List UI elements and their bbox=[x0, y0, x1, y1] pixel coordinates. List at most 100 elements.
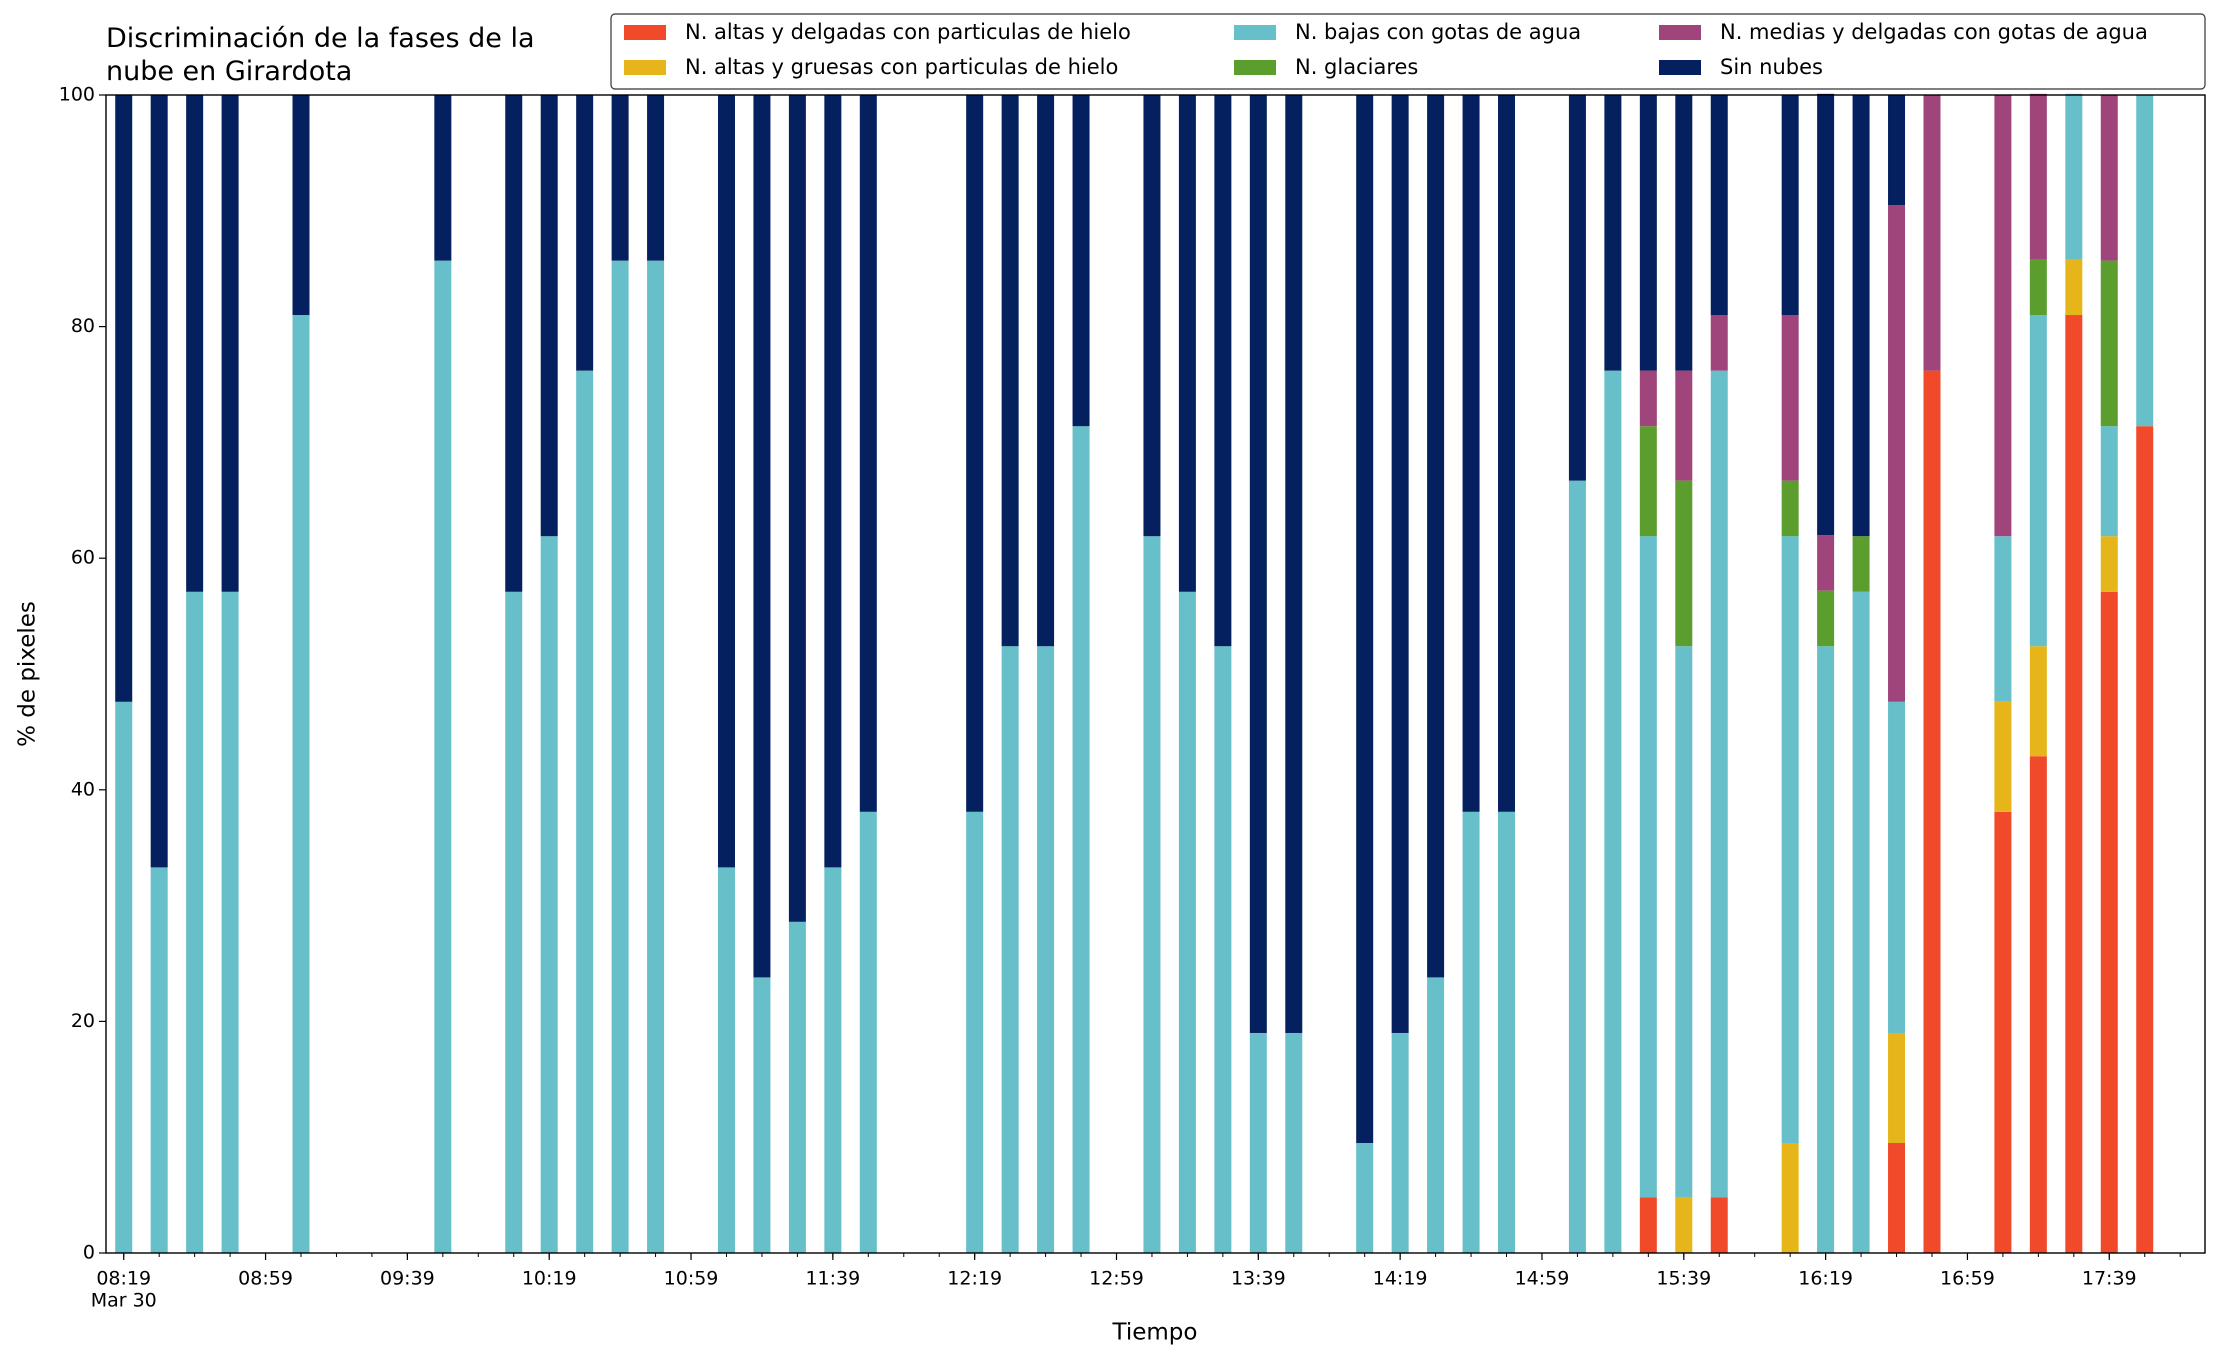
bar-segment bbox=[2100, 591, 2118, 1253]
bar-segment bbox=[1888, 701, 1906, 1033]
y-tick-label: 100 bbox=[59, 84, 95, 106]
bar-segment bbox=[1356, 1142, 1374, 1253]
bar-segment bbox=[540, 95, 558, 537]
x-tick-label: 16:19 bbox=[1798, 1268, 1853, 1290]
bar-segment bbox=[1639, 370, 1657, 427]
bar-segment bbox=[2100, 95, 2118, 261]
bar-segment bbox=[1604, 370, 1622, 1253]
legend: N. altas y delgadas con particulas de hi… bbox=[610, 13, 2206, 90]
bar-segment bbox=[186, 591, 204, 1253]
x-tick-label: 14:19 bbox=[1373, 1268, 1428, 1290]
bar-segment bbox=[824, 867, 842, 1253]
bar-segment bbox=[540, 536, 558, 1253]
bar-segment bbox=[505, 95, 523, 592]
bar-segment bbox=[1675, 1197, 1693, 1253]
legend-label: N. altas y delgadas con particulas de hi… bbox=[685, 20, 1131, 44]
y-tick-label: 80 bbox=[71, 315, 95, 337]
bar-segment bbox=[2100, 426, 2118, 537]
y-tick-label: 0 bbox=[83, 1242, 95, 1264]
bar-segment bbox=[221, 591, 239, 1253]
bar-segment bbox=[1675, 95, 1693, 371]
bar-segment bbox=[1498, 811, 1516, 1253]
bar-segment bbox=[1249, 95, 1267, 1033]
bar-segment bbox=[1391, 95, 1409, 1033]
bar-segment bbox=[1285, 1032, 1303, 1253]
legend-label: Sin nubes bbox=[1720, 55, 1823, 79]
x-tick-label: 15:39 bbox=[1656, 1268, 1711, 1290]
x-tick-label: 08:19 bbox=[96, 1268, 151, 1290]
bar-segment bbox=[1852, 536, 1870, 592]
bar-segment bbox=[1994, 701, 2012, 812]
x-tick-label: 12:19 bbox=[947, 1268, 1002, 1290]
bar-segment bbox=[2029, 756, 2047, 1253]
bar-segment bbox=[2029, 646, 2047, 757]
bar-segment bbox=[717, 867, 735, 1253]
bar-segment bbox=[1001, 646, 1019, 1253]
legend-swatch bbox=[1234, 60, 1276, 75]
bar-segment bbox=[115, 701, 133, 1253]
legend-label: N. glaciares bbox=[1295, 55, 1418, 79]
bar-segment bbox=[1710, 315, 1728, 371]
y-axis-label: % de pixeles bbox=[15, 601, 41, 747]
bar-segment bbox=[1781, 480, 1799, 537]
bar-segment bbox=[1427, 977, 1445, 1253]
bar-segment bbox=[1994, 811, 2012, 1253]
bar-segment bbox=[859, 95, 877, 812]
legend-swatch bbox=[1659, 60, 1701, 75]
bar-segment bbox=[1037, 646, 1055, 1253]
bar-segment bbox=[1072, 95, 1090, 427]
x-date-label: Mar 30 bbox=[91, 1290, 157, 1312]
bar-segment bbox=[1178, 591, 1196, 1253]
bar-segment bbox=[292, 95, 310, 316]
bar-segment bbox=[1675, 480, 1693, 647]
bar-segment bbox=[1781, 315, 1799, 481]
bar-segment bbox=[824, 95, 842, 868]
legend-swatch bbox=[1234, 25, 1276, 40]
bar-segment bbox=[788, 95, 806, 922]
bar-segment bbox=[1817, 590, 1835, 647]
bar-segment bbox=[1994, 95, 2012, 537]
x-tick-label: 17:39 bbox=[2082, 1268, 2137, 1290]
legend-label: N. bajas con gotas de agua bbox=[1295, 20, 1581, 44]
bar-segment bbox=[1675, 646, 1693, 1198]
bar-segment bbox=[2065, 315, 2083, 1253]
bar-segment bbox=[576, 95, 594, 371]
bar-segment bbox=[611, 260, 629, 1253]
legend-swatch bbox=[1659, 25, 1701, 40]
x-tick-label: 10:19 bbox=[522, 1268, 577, 1290]
bar-segment bbox=[1639, 426, 1657, 537]
bar-segment bbox=[1888, 95, 1906, 206]
bar-segment bbox=[1710, 370, 1728, 1198]
bar-segment bbox=[115, 95, 133, 702]
legend-box bbox=[610, 13, 2206, 90]
bar-segment bbox=[1072, 426, 1090, 1253]
bar-segment bbox=[2029, 315, 2047, 647]
bar-segment bbox=[186, 95, 204, 592]
bar-segment bbox=[1675, 370, 1693, 481]
bar-segment bbox=[434, 260, 452, 1253]
bar-segment bbox=[1888, 205, 1906, 702]
bar-segment bbox=[1817, 535, 1835, 591]
bar-segment bbox=[1001, 95, 1019, 647]
bar-segment bbox=[1888, 1142, 1906, 1253]
bar-segment bbox=[788, 921, 806, 1253]
bar-segment bbox=[1462, 811, 1480, 1253]
bar-segment bbox=[505, 591, 523, 1253]
bar-segment bbox=[1781, 536, 1799, 1143]
bar-segment bbox=[1639, 1197, 1657, 1253]
bar-segment bbox=[1639, 536, 1657, 1198]
bar-segment bbox=[2029, 259, 2047, 316]
bar-segment bbox=[1214, 95, 1232, 647]
bar-segment bbox=[1923, 370, 1941, 1253]
bar-segment bbox=[150, 867, 168, 1253]
x-tick-label: 16:59 bbox=[1940, 1268, 1995, 1290]
bar-segment bbox=[221, 95, 239, 592]
bar-segment bbox=[2136, 95, 2154, 427]
bar-segment bbox=[859, 811, 877, 1253]
bar-segment bbox=[1391, 1032, 1409, 1253]
bar-segment bbox=[2065, 93, 2083, 260]
bar-segment bbox=[717, 95, 735, 868]
bar-segment bbox=[1214, 646, 1232, 1253]
bar-segment bbox=[1498, 95, 1516, 812]
